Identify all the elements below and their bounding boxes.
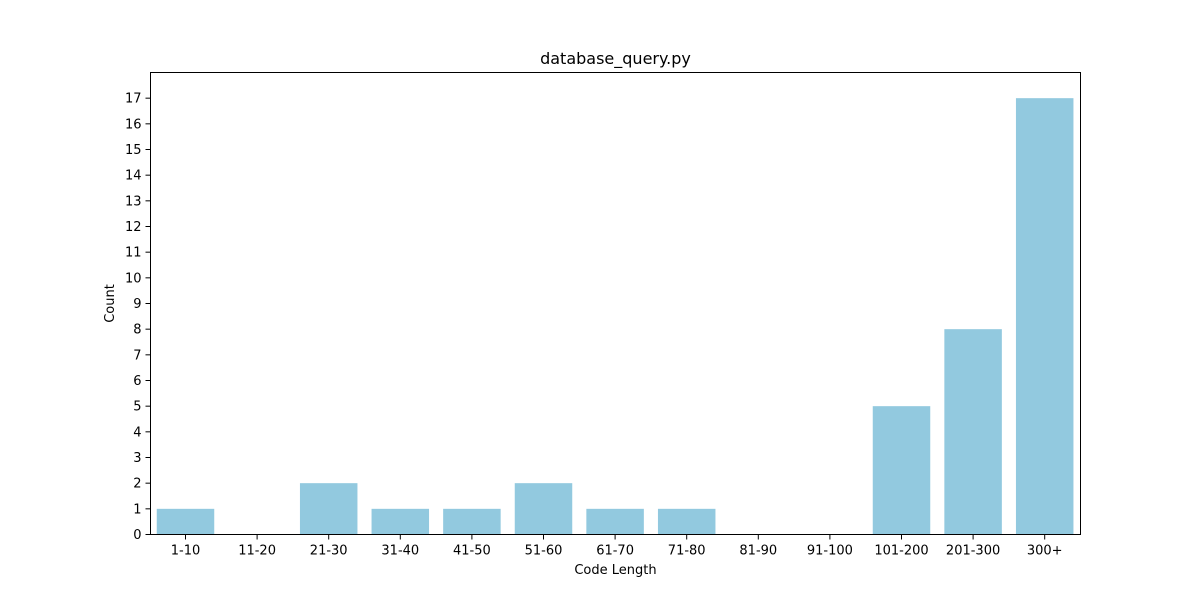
bars-group bbox=[156, 98, 1074, 535]
bar-1-10 bbox=[156, 508, 215, 535]
bar-61-70 bbox=[586, 508, 644, 535]
bar-41-50 bbox=[443, 508, 501, 535]
x-tick-label: 91-100 bbox=[807, 544, 853, 559]
y-tick-label: 2 bbox=[133, 477, 141, 492]
x-axis-ticks: 1-10 11-20 21-30 31-40 41-50 51-60 61-70 71-80 8… bbox=[171, 534, 1063, 559]
y-tick-label: 11 bbox=[125, 246, 142, 261]
y-tick-label: 10 bbox=[125, 271, 142, 286]
plot-frame bbox=[150, 72, 1081, 535]
y-axis-label: Count bbox=[103, 284, 118, 323]
bar-300+ bbox=[1015, 98, 1074, 535]
bar-51-60 bbox=[514, 483, 573, 535]
x-tick-label: 81-90 bbox=[739, 544, 777, 559]
x-axis-label: Code Length bbox=[574, 563, 656, 578]
x-tick-label: 201-300 bbox=[946, 544, 1000, 559]
x-tick-label: 300+ bbox=[1027, 544, 1063, 559]
x-tick-label: 101-200 bbox=[874, 544, 928, 559]
y-tick-label: 0 bbox=[133, 528, 141, 543]
y-tick-label: 1 bbox=[133, 502, 141, 517]
y-tick-label: 5 bbox=[133, 400, 141, 415]
x-tick-label: 41-50 bbox=[453, 544, 491, 559]
y-tick-label: 15 bbox=[125, 143, 142, 158]
y-tick-label: 8 bbox=[133, 323, 141, 338]
bar-201-300 bbox=[944, 329, 1002, 535]
x-tick-label: 61-70 bbox=[596, 544, 634, 559]
bar-21-30 bbox=[299, 483, 358, 535]
y-tick-label: 17 bbox=[125, 92, 142, 107]
y-tick-label: 7 bbox=[133, 348, 141, 363]
y-tick-label: 14 bbox=[125, 169, 142, 184]
y-tick-label: 16 bbox=[125, 117, 142, 132]
x-tick-label: 31-40 bbox=[381, 544, 419, 559]
bar-101-200 bbox=[872, 406, 931, 535]
bar-71-80 bbox=[657, 508, 716, 535]
bar-31-40 bbox=[371, 508, 430, 535]
y-tick-label: 4 bbox=[133, 425, 141, 440]
x-tick-label: 21-30 bbox=[310, 544, 348, 559]
y-tick-label: 13 bbox=[125, 194, 142, 209]
chart-title: database_query.py bbox=[540, 49, 691, 69]
y-tick-label: 3 bbox=[133, 451, 141, 466]
x-tick-label: 11-20 bbox=[238, 544, 276, 559]
x-tick-label: 1-10 bbox=[171, 544, 201, 559]
y-tick-label: 12 bbox=[125, 220, 142, 235]
y-tick-label: 9 bbox=[133, 297, 141, 312]
y-tick-label: 6 bbox=[133, 374, 141, 389]
x-tick-label: 51-60 bbox=[525, 544, 563, 559]
x-tick-label: 71-80 bbox=[668, 544, 706, 559]
